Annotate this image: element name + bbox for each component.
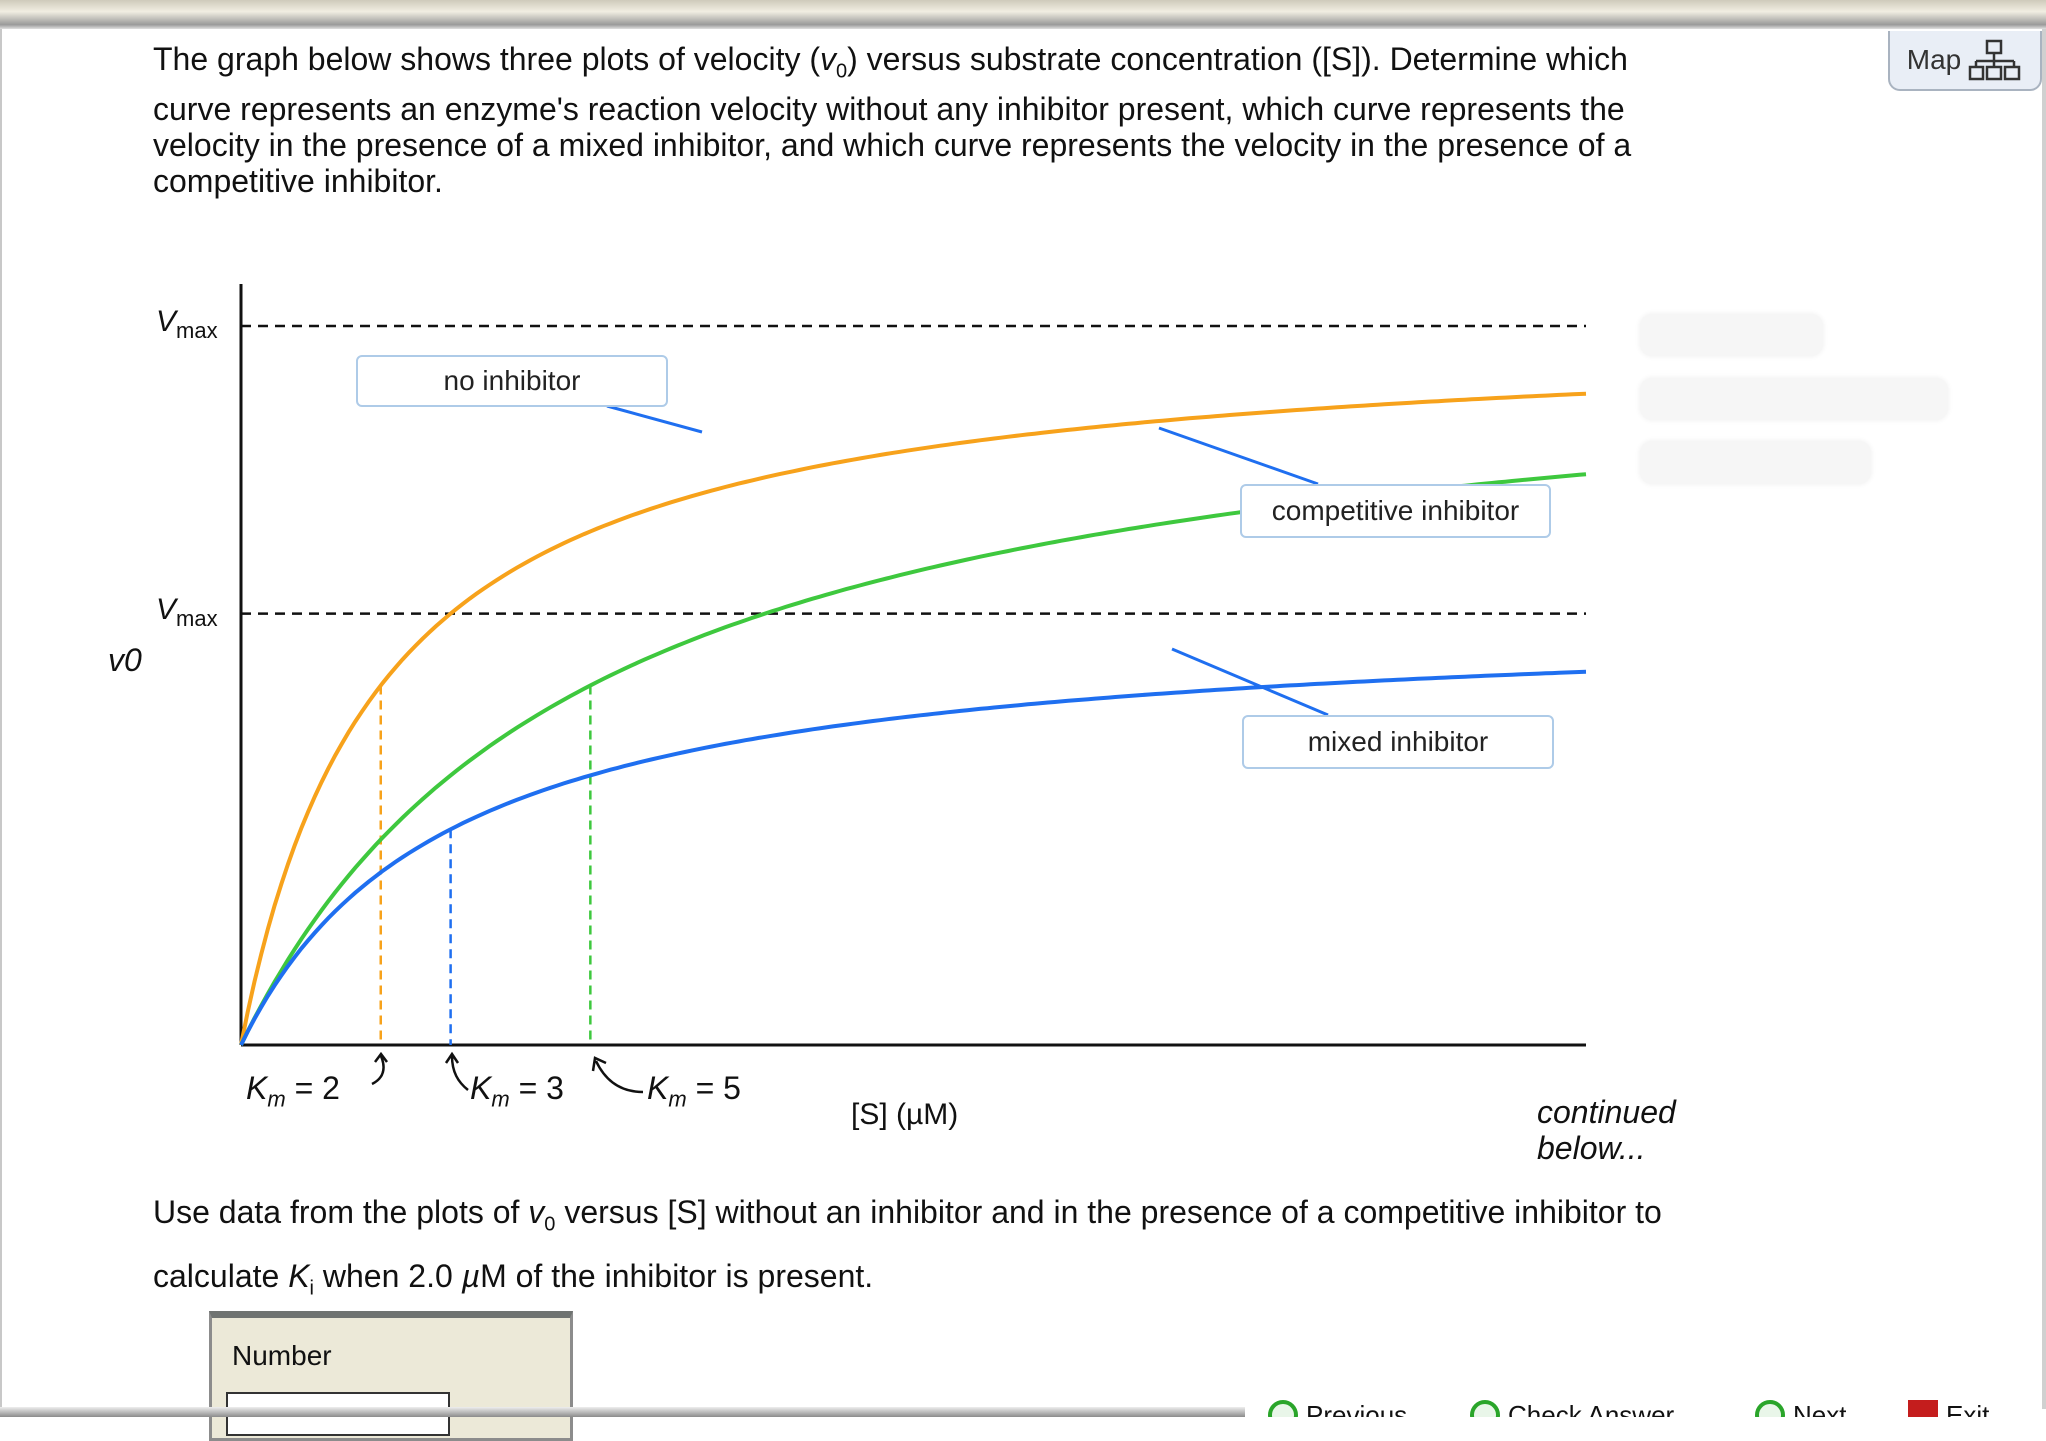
leader-mixed-inhibitor bbox=[1171, 647, 1329, 717]
check-icon bbox=[1470, 1400, 1500, 1417]
curve-no-inhibitor bbox=[239, 391, 1587, 1046]
previous-button[interactable]: Previous bbox=[1268, 1400, 1407, 1417]
curve-mixed-inhibitor bbox=[239, 669, 1587, 1046]
answer-panel: Number bbox=[209, 1311, 573, 1441]
content-frame bbox=[0, 29, 2046, 1409]
previous-icon bbox=[1268, 1400, 1298, 1417]
km-label-2: Km = 2 bbox=[246, 1070, 340, 1112]
question-followup: Use data from the plots of v0 versus [S]… bbox=[153, 1194, 1662, 1300]
question-intro: The graph below shows three plots of vel… bbox=[153, 40, 1913, 200]
arrow-km-2 bbox=[371, 1051, 388, 1086]
vmax-label-lower: Vmax bbox=[156, 593, 218, 631]
bottom-toolbar bbox=[0, 1407, 1245, 1417]
km-label-5: Km = 5 bbox=[647, 1070, 741, 1112]
label-competitive-inhibitor[interactable]: competitive inhibitor bbox=[1240, 484, 1551, 538]
continued-below: continued below... bbox=[1537, 1094, 1676, 1166]
km-arrows bbox=[371, 1051, 644, 1094]
leader-no-inhibitor bbox=[606, 404, 703, 434]
arrow-km-3 bbox=[444, 1051, 469, 1091]
exit-button[interactable]: Exit bbox=[1908, 1400, 1989, 1417]
km-label-3: Km = 3 bbox=[470, 1070, 564, 1112]
label-no-inhibitor[interactable]: no inhibitor bbox=[356, 355, 668, 407]
intro-line-3: velocity in the presence of a mixed inhi… bbox=[153, 127, 1632, 164]
answer-label: Number bbox=[232, 1340, 332, 1371]
intro-line-4: competitive inhibitor. bbox=[153, 163, 443, 200]
window-top-bar bbox=[0, 0, 2046, 29]
drop-target-3[interactable] bbox=[1640, 441, 1871, 484]
x-axis-label: [S] (µM) bbox=[851, 1098, 959, 1131]
leader-competitive-inhibitor bbox=[1158, 426, 1319, 486]
drop-target-2[interactable] bbox=[1640, 378, 1948, 420]
next-icon bbox=[1755, 1400, 1785, 1417]
sitemap-icon bbox=[1968, 39, 2021, 81]
vmax-label-upper: Vmax bbox=[156, 305, 218, 343]
map-button[interactable]: Map bbox=[1888, 31, 2042, 91]
intro-line-2: curve represents an enzyme's reaction ve… bbox=[153, 91, 1625, 128]
check-answer-button[interactable]: Check Answer bbox=[1470, 1400, 1674, 1417]
drop-target-1[interactable] bbox=[1640, 314, 1823, 356]
exit-icon bbox=[1908, 1400, 1938, 1417]
arrow-km-5 bbox=[591, 1056, 644, 1094]
map-button-label: Map bbox=[1906, 44, 1962, 75]
label-mixed-inhibitor[interactable]: mixed inhibitor bbox=[1242, 715, 1554, 769]
y-axis-label: v0 bbox=[108, 642, 142, 678]
intro-line-1: The graph below shows three plots of vel… bbox=[153, 41, 1628, 83]
next-button[interactable]: Next bbox=[1755, 1400, 1846, 1417]
